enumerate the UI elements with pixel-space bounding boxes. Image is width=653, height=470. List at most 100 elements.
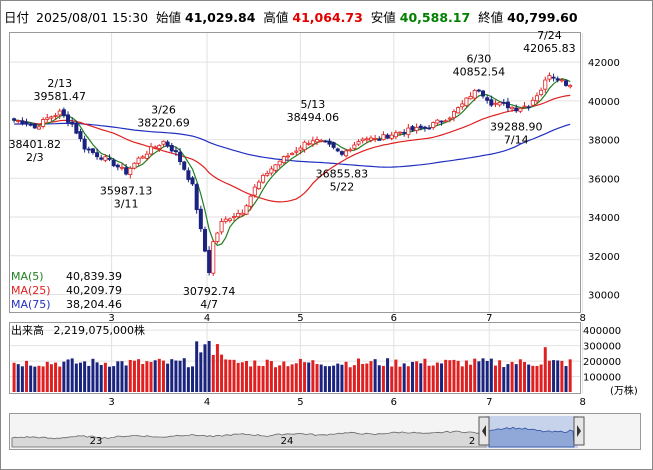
candle-body [385,134,390,139]
candle [136,156,141,166]
candle-body [398,131,403,134]
candle-body [182,161,187,170]
candle-body [36,126,41,130]
candle-body [111,159,116,167]
volume-bar [286,366,290,392]
candle-body [53,115,58,117]
volume-bar [66,359,70,392]
volume-bar [373,359,377,392]
candle-body [559,79,564,82]
volume-bar [319,364,323,392]
candle [70,117,75,128]
volume-bar [344,361,348,392]
candle-body [277,160,282,166]
volume-tick-label: 300000 [583,342,621,353]
candle [534,92,539,104]
ma25-legend-label: MA(25) [11,284,51,297]
navigator-selection-line [488,426,575,448]
candle [418,123,423,131]
volume-bar [311,360,315,392]
volume-bar [560,360,564,392]
candle [165,140,170,148]
volume-bar [83,361,87,392]
candle-body [211,241,216,274]
candle [377,136,382,141]
candle [49,115,54,123]
price-tick-label: 40000 [588,97,620,108]
candle-body [49,116,54,119]
candle-body [186,170,191,180]
candle-body [389,134,394,139]
month-label: 5 [297,313,303,324]
candle-body [472,90,477,99]
ma-legend: MA(5) 40,839.39 MA(25) 40,209.79 MA(75) … [11,270,122,311]
volume-bar [78,362,82,392]
candle [149,142,154,156]
candle-body [202,229,207,252]
annotation-date: 6/30 [467,52,492,65]
volume-bar [33,366,37,392]
annotation-value: 39581.47 [33,90,86,103]
candle-body [223,218,228,222]
candle-body [227,218,232,222]
candle [240,209,245,217]
candle [427,125,432,130]
candle-body [564,80,569,86]
candle [443,119,448,123]
candle [41,117,46,129]
candle-body [219,221,224,233]
volume-bar [323,366,327,392]
candle-body [78,131,83,140]
volume-bar [224,359,228,392]
candle [169,142,174,153]
volume-bar [199,352,203,392]
candle-body [66,114,71,123]
candle [20,117,25,126]
candle-body [41,119,46,127]
volume-bar [161,360,165,392]
volume-bar [315,364,319,392]
navigator-left-handle[interactable] [478,416,490,446]
candle-body [24,121,29,124]
annotation-value: 36855.83 [316,168,369,181]
candle [273,163,278,173]
volume-bar [29,365,33,392]
candle-body [422,126,427,129]
candle-body [265,172,270,176]
candle [53,112,58,121]
price-tick-label: 42000 [588,58,620,69]
candle [335,147,340,153]
candle-body [356,141,361,145]
candle [381,131,386,141]
candle-body [443,120,448,123]
candle-body [530,99,535,106]
volume-value: 2,219,075,000株 [54,323,145,337]
candle [186,167,191,183]
volume-bar [535,365,539,392]
price-annotation: 39288.907/14 [490,121,543,147]
volume-bar [157,358,161,392]
candle [244,204,249,216]
volume-bar [58,366,62,392]
volume-bar [357,358,361,392]
candle [539,87,544,97]
candle [485,94,490,104]
volume-bar [108,366,112,392]
price-tick-label: 34000 [588,213,620,224]
month-labels-price: 3 4 5 6 7 8 [108,313,585,324]
candle [236,209,241,219]
candle-body [364,138,369,141]
candle [435,119,440,126]
candle [551,73,556,82]
month-label: 8 [579,313,585,324]
candle [464,97,469,108]
candle-body [74,122,79,134]
volume-bar [294,363,298,392]
candle-body [460,103,465,108]
date-value: 2025/08/01 15:30 [36,10,148,25]
candle-body [273,164,278,171]
volume-bar [220,354,224,392]
navigator-right-handle[interactable] [573,416,585,446]
